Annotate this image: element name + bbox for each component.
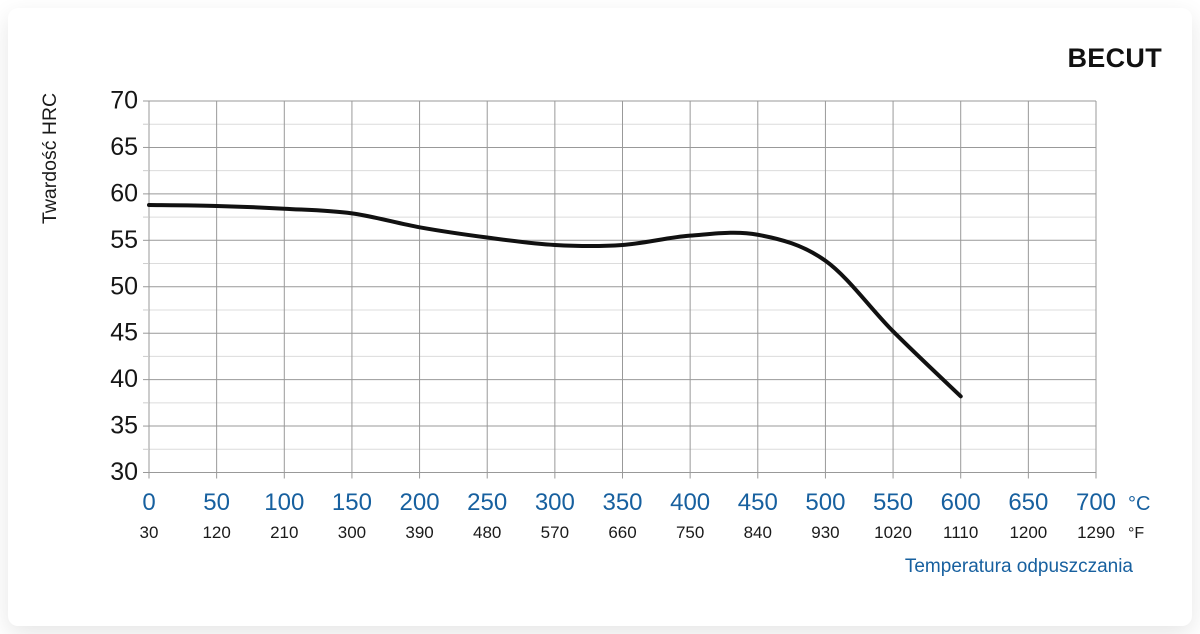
svg-text:1110: 1110 (943, 523, 978, 542)
svg-text:150: 150 (332, 489, 372, 516)
svg-text:°C: °C (1128, 493, 1150, 515)
svg-text:930: 930 (811, 523, 839, 542)
svg-text:55: 55 (110, 226, 138, 254)
svg-text:600: 600 (941, 489, 981, 516)
svg-text:120: 120 (202, 523, 230, 542)
svg-text:30: 30 (110, 458, 138, 486)
svg-text:660: 660 (608, 523, 636, 542)
svg-text:570: 570 (541, 523, 569, 542)
svg-text:60: 60 (110, 179, 138, 207)
svg-text:200: 200 (400, 489, 440, 516)
svg-text:650: 650 (1008, 489, 1048, 516)
svg-text:1290: 1290 (1077, 523, 1115, 542)
svg-text:840: 840 (744, 523, 772, 542)
svg-text:390: 390 (405, 523, 433, 542)
svg-text:500: 500 (805, 489, 845, 516)
svg-text:700: 700 (1076, 489, 1116, 516)
svg-text:40: 40 (110, 365, 138, 393)
svg-text:300: 300 (338, 523, 366, 542)
svg-text:50: 50 (203, 489, 230, 516)
svg-text:550: 550 (873, 489, 913, 516)
svg-text:480: 480 (473, 523, 501, 542)
svg-text:750: 750 (676, 523, 704, 542)
svg-text:1020: 1020 (874, 523, 912, 542)
svg-text:50: 50 (110, 272, 138, 300)
svg-text:100: 100 (264, 489, 304, 516)
svg-text:250: 250 (467, 489, 507, 516)
svg-text:70: 70 (110, 87, 138, 115)
svg-text:350: 350 (602, 489, 642, 516)
svg-text:400: 400 (670, 489, 710, 516)
svg-text:0: 0 (142, 489, 155, 516)
svg-text:°F: °F (1128, 525, 1144, 542)
svg-text:35: 35 (110, 412, 138, 440)
svg-text:450: 450 (738, 489, 778, 516)
svg-text:210: 210 (270, 523, 298, 542)
svg-text:45: 45 (110, 319, 138, 347)
svg-text:300: 300 (535, 489, 575, 516)
svg-text:1200: 1200 (1009, 523, 1047, 542)
svg-text:65: 65 (110, 133, 138, 161)
svg-text:30: 30 (140, 523, 159, 542)
